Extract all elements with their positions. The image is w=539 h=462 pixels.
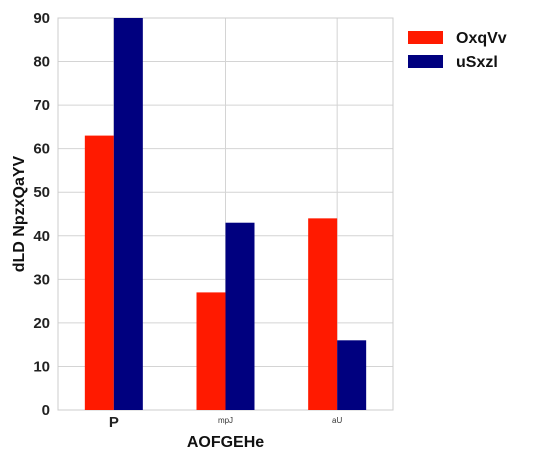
y-tick-label: 90 xyxy=(33,10,50,27)
x-axis-label: AOFGEHe xyxy=(187,434,264,451)
x-tick-label: mpJ xyxy=(218,416,233,425)
bar-uSxzl-aU xyxy=(337,340,367,410)
legend: OxqVv uSxzl xyxy=(408,30,507,71)
bar-uSxzl-mpJ xyxy=(225,222,255,410)
y-tick-label: 30 xyxy=(33,271,50,288)
bars xyxy=(84,18,367,410)
bar-OxqVv-P xyxy=(84,135,114,410)
bar-uSxzl-P xyxy=(113,18,143,410)
bar-OxqVv-mpJ xyxy=(196,292,226,410)
x-tick-label: aU xyxy=(332,416,342,425)
y-tick-label: 60 xyxy=(33,141,50,158)
y-axis-ticks: 0 10 20 30 40 50 60 70 80 90 xyxy=(33,10,50,419)
y-tick-label: 50 xyxy=(33,184,50,201)
y-tick-label: 70 xyxy=(33,97,50,114)
legend-label-uSxzl: uSxzl xyxy=(456,54,498,71)
y-tick-label: 0 xyxy=(42,402,50,419)
bar-OxqVv-aU xyxy=(308,218,338,410)
y-tick-label: 20 xyxy=(33,315,50,332)
y-tick-label: 10 xyxy=(33,358,50,375)
x-tick-label: P xyxy=(109,414,119,431)
y-axis-label: dLD NpzxQaYV xyxy=(11,155,28,272)
y-tick-label: 80 xyxy=(33,54,50,71)
legend-swatch-uSxzl xyxy=(408,55,443,68)
legend-swatch-OxqVv xyxy=(408,31,443,44)
legend-label-OxqVv: OxqVv xyxy=(456,30,507,47)
y-tick-label: 40 xyxy=(33,228,50,245)
